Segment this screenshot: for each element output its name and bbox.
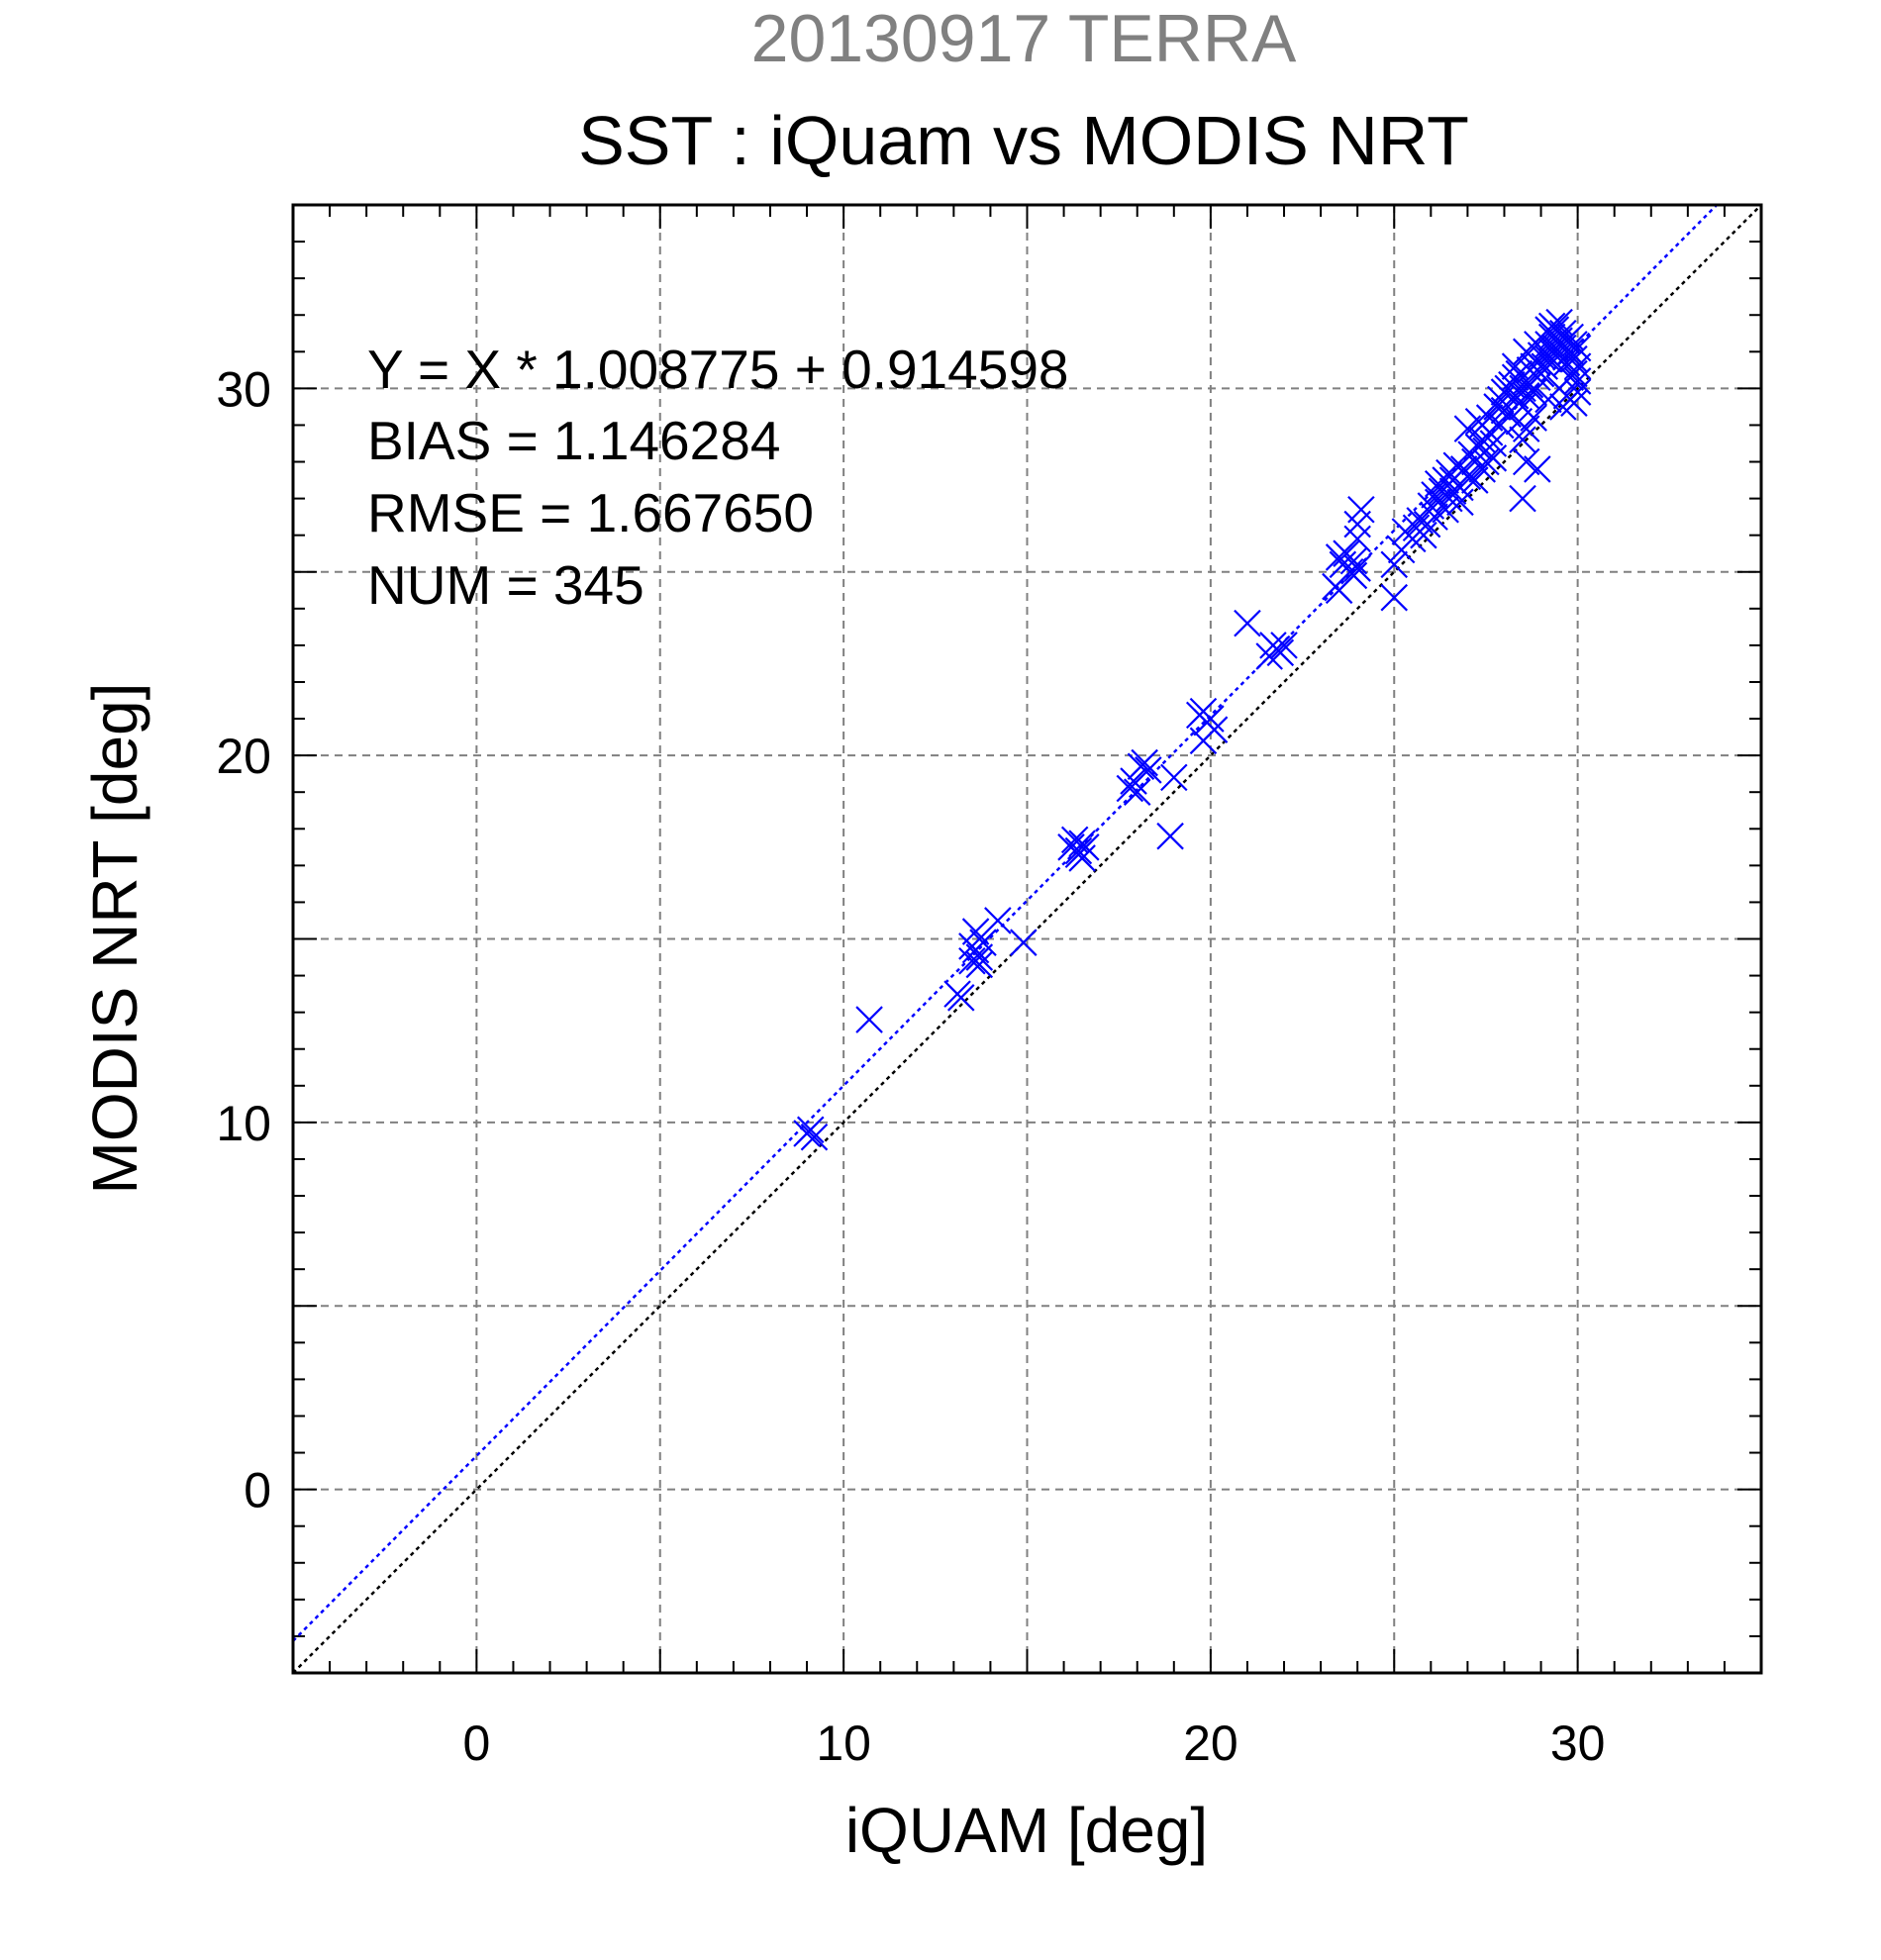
data-point [1545, 308, 1573, 337]
y-axis-label: MODIS NRT [deg] [79, 683, 150, 1195]
data-point [1537, 312, 1566, 341]
data-point [1501, 352, 1530, 380]
data-point [1156, 822, 1184, 850]
data-point [946, 984, 975, 1012]
y-tick-label: 10 [216, 1096, 271, 1151]
data-point [1234, 609, 1261, 637]
data-point [1560, 389, 1588, 417]
data-point [965, 950, 994, 979]
x-tick-label: 0 [462, 1715, 490, 1771]
data-point [1270, 632, 1298, 659]
data-point [1266, 638, 1295, 667]
data-point [1472, 447, 1500, 476]
data-point [800, 1123, 829, 1151]
data-point [1068, 844, 1096, 872]
data-point [1534, 385, 1562, 414]
fit-equation: Y = X * 1.008775 + 0.914598 [367, 339, 1069, 400]
data-point [1197, 705, 1225, 733]
data-point [1339, 561, 1368, 590]
data-point [1421, 503, 1448, 531]
data-point [1064, 836, 1093, 865]
y-tick-label: 30 [216, 361, 271, 417]
data-point [1524, 455, 1551, 483]
rmse-value: RMSE = 1.667650 [367, 482, 814, 543]
stats-annotations: Y = X * 1.008775 + 0.914598 BIAS = 1.146… [367, 339, 1069, 616]
x-tick-label: 20 [1183, 1715, 1238, 1771]
tick-labels: 0 10 20 30 0 10 20 30 [216, 361, 1605, 1771]
plot-frame [291, 203, 1763, 1675]
data-point [1380, 583, 1409, 612]
data-point [1120, 767, 1147, 795]
data-points [793, 308, 1592, 1151]
data-point [1347, 495, 1375, 524]
chart-title: SST : iQuam vs MODIS NRT [578, 102, 1469, 179]
data-point [855, 1006, 883, 1033]
data-point [1343, 554, 1371, 582]
data-point [1479, 430, 1508, 457]
data-point [1446, 488, 1474, 517]
chart-subtitle: 20130917 TERRA [751, 1, 1297, 76]
data-point [1160, 763, 1188, 792]
x-axis-label: iQUAM [deg] [845, 1795, 1208, 1866]
data-point [1123, 778, 1151, 806]
data-point [1524, 331, 1551, 358]
data-point [1563, 334, 1592, 362]
num-value: NUM = 345 [367, 554, 644, 616]
data-point [1072, 833, 1100, 861]
bias-value: BIAS = 1.146284 [367, 410, 780, 471]
data-point [1131, 748, 1158, 777]
data-point [958, 932, 986, 960]
data-point [1520, 404, 1547, 432]
y-tick-label: 0 [244, 1463, 271, 1519]
y-tick-label: 20 [216, 729, 271, 784]
x-tick-label: 10 [816, 1715, 871, 1771]
data-point [1509, 484, 1536, 513]
data-point [1343, 525, 1371, 553]
data-point [984, 907, 1012, 934]
data-point [1486, 411, 1515, 440]
data-point [1010, 929, 1038, 956]
data-point [793, 1120, 821, 1147]
x-tick-label: 30 [1550, 1715, 1606, 1771]
data-point [1200, 716, 1229, 743]
data-point [1549, 393, 1577, 421]
data-point [1135, 756, 1162, 784]
data-point [958, 946, 986, 975]
data-point [1461, 466, 1489, 494]
data-point [1380, 550, 1409, 579]
